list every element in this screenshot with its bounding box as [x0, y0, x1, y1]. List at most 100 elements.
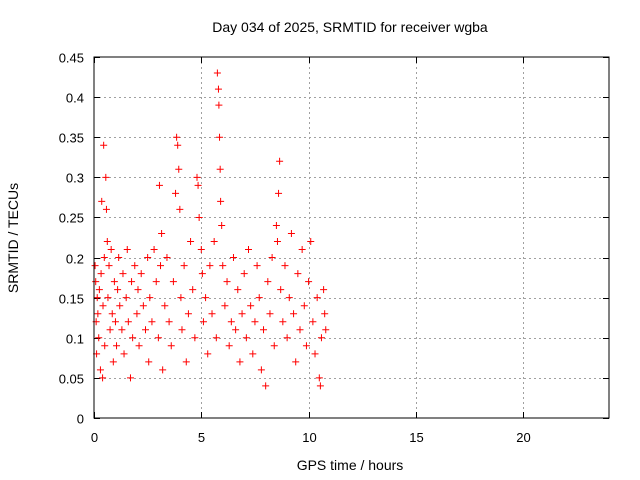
data-point: [120, 350, 128, 358]
data-point: [184, 310, 192, 318]
x-tick-label: 15: [409, 430, 423, 445]
data-point: [296, 326, 304, 334]
data-point: [194, 181, 202, 189]
data-point: [316, 382, 324, 390]
data-point: [152, 278, 160, 286]
y-tick-label: 0.1: [66, 332, 84, 347]
data-point: [108, 310, 116, 318]
data-point: [255, 294, 263, 302]
data-point: [234, 286, 242, 294]
data-point: [253, 262, 261, 270]
data-point: [229, 254, 237, 262]
data-point: [193, 173, 201, 181]
data-point: [287, 229, 295, 237]
data-point: [311, 350, 319, 358]
data-point: [266, 310, 274, 318]
data-point: [298, 246, 306, 254]
data-point: [174, 141, 182, 149]
data-point: [106, 326, 114, 334]
data-point: [146, 294, 154, 302]
data-point: [260, 326, 268, 334]
data-point: [107, 246, 115, 254]
data-point: [281, 262, 289, 270]
data-point: [290, 310, 298, 318]
data-points: [91, 69, 330, 390]
x-axis-label: GPS time / hours: [297, 457, 404, 473]
data-point: [95, 286, 103, 294]
data-point: [264, 278, 272, 286]
data-point: [110, 278, 118, 286]
data-point: [195, 213, 203, 221]
data-point: [163, 254, 171, 262]
data-point: [275, 189, 283, 197]
data-point: [154, 334, 162, 342]
data-point: [102, 205, 110, 213]
data-point: [92, 278, 100, 286]
data-point: [142, 326, 149, 334]
y-tick-label: 0.3: [66, 171, 84, 186]
data-point: [217, 197, 225, 205]
y-tick-label: 0: [77, 412, 84, 427]
data-point: [322, 326, 330, 334]
x-tick-label: 10: [302, 430, 316, 445]
data-point: [96, 366, 104, 374]
data-point: [172, 189, 180, 197]
data-point: [305, 278, 313, 286]
data-point: [178, 326, 186, 334]
chart-title: Day 034 of 2025, SRMTID for receiver wgb…: [212, 19, 488, 35]
data-point: [251, 318, 259, 326]
data-point: [216, 165, 224, 173]
data-point: [129, 334, 137, 342]
data-point: [100, 254, 108, 262]
data-point: [219, 262, 227, 270]
data-point: [272, 221, 280, 229]
data-point: [249, 350, 257, 358]
data-point: [167, 342, 175, 350]
data-point: [208, 310, 216, 318]
data-point: [292, 358, 300, 366]
data-point: [206, 262, 214, 270]
data-point: [283, 334, 291, 342]
data-point: [313, 294, 321, 302]
data-point: [99, 374, 107, 382]
x-tick-labels: 0 5 10 15 20: [91, 430, 531, 445]
data-point: [155, 181, 163, 189]
y-tick-labels: 0 0.05 0.1 0.15 0.2 0.25 0.3 0.35 0.4 0.45: [59, 51, 84, 427]
data-point: [128, 278, 136, 286]
data-point: [139, 302, 147, 310]
data-point: [123, 246, 131, 254]
data-point: [215, 101, 223, 109]
data-point: [309, 318, 317, 326]
axis-ticks: [94, 57, 609, 419]
data-point: [262, 382, 270, 390]
data-point: [300, 302, 308, 310]
data-point: [180, 262, 188, 270]
y-tick-label: 0.05: [59, 372, 84, 387]
data-point: [225, 342, 233, 350]
data-point: [216, 133, 224, 141]
data-point: [320, 286, 328, 294]
data-point: [114, 286, 122, 294]
data-point: [218, 221, 226, 229]
data-point: [95, 334, 103, 342]
data-point: [157, 262, 165, 270]
data-point: [93, 294, 101, 302]
data-point: [116, 302, 124, 310]
data-point: [198, 270, 206, 278]
data-point: [285, 294, 293, 302]
data-point: [175, 165, 183, 173]
data-point: [191, 334, 199, 342]
data-point: [176, 205, 184, 213]
data-point: [94, 310, 102, 318]
y-axis-label: SRMTID / TECUs: [5, 183, 21, 293]
data-point: [242, 334, 250, 342]
y-tick-label: 0.15: [59, 292, 84, 307]
data-point: [315, 374, 323, 382]
data-point: [161, 302, 169, 310]
data-point: [169, 278, 177, 286]
y-tick-label: 0.45: [59, 51, 84, 66]
data-point: [109, 358, 117, 366]
data-point: [257, 366, 265, 374]
data-point: [103, 238, 111, 246]
data-point: [158, 229, 166, 237]
